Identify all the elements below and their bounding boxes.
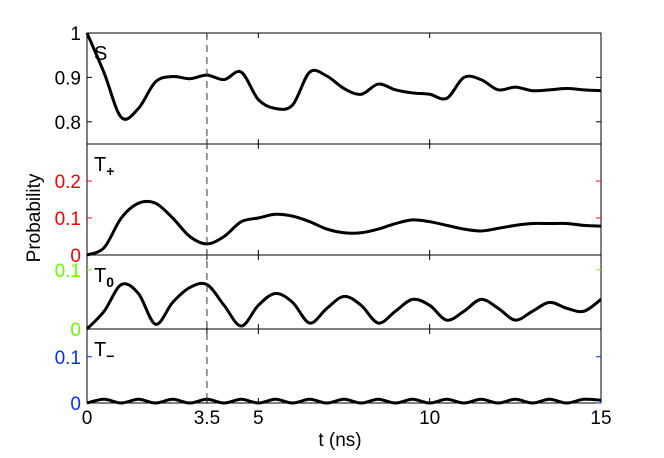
y-tick-label: 0 [70,246,81,267]
x-tick-label: 0 [82,408,93,429]
panel-S: 0.80.91S [55,24,602,145]
y-axis-title: Probability [24,173,45,262]
series-line-T_0 [85,281,602,331]
x-axis-title: t (ns) [318,430,361,451]
y-tick-label: 0.2 [55,172,81,193]
y-tick-label: 0.1 [55,209,81,230]
y-tick-label: 0.1 [55,348,81,369]
panel-frame [86,328,602,404]
panel-label-T_minus: T− [94,339,114,364]
panel-T_0: 0 0.1 T0 [55,254,602,341]
y-tick-label: 0.8 [55,113,81,134]
series-line-S [85,32,602,121]
x-tick-label: 5 [253,408,264,429]
x-axis: 0 3.5 5 10 15 [82,408,612,429]
panel-label-T_plus: T+ [94,154,114,179]
series-line-T_minus [86,397,602,405]
y-tick-label: 0.9 [55,68,81,89]
y-tick-label: 1 [70,24,81,45]
panel-frame [86,143,602,256]
x-tick-label: 10 [419,408,440,429]
panel-T_plus: 0 0.1 0.2 T+ [55,143,602,267]
x-tick-label: 3.5 [194,408,220,429]
y-tick-label: 0 [70,394,81,415]
panel-label-T_0: T0 [94,265,114,290]
panel-T_minus: 0 0.1 T− [55,328,602,415]
x-tick-label: 15 [590,408,611,429]
series-line-T_plus [86,199,602,257]
y-tick-label: 0 [70,320,81,341]
y-tick-label: 0.1 [55,261,81,282]
